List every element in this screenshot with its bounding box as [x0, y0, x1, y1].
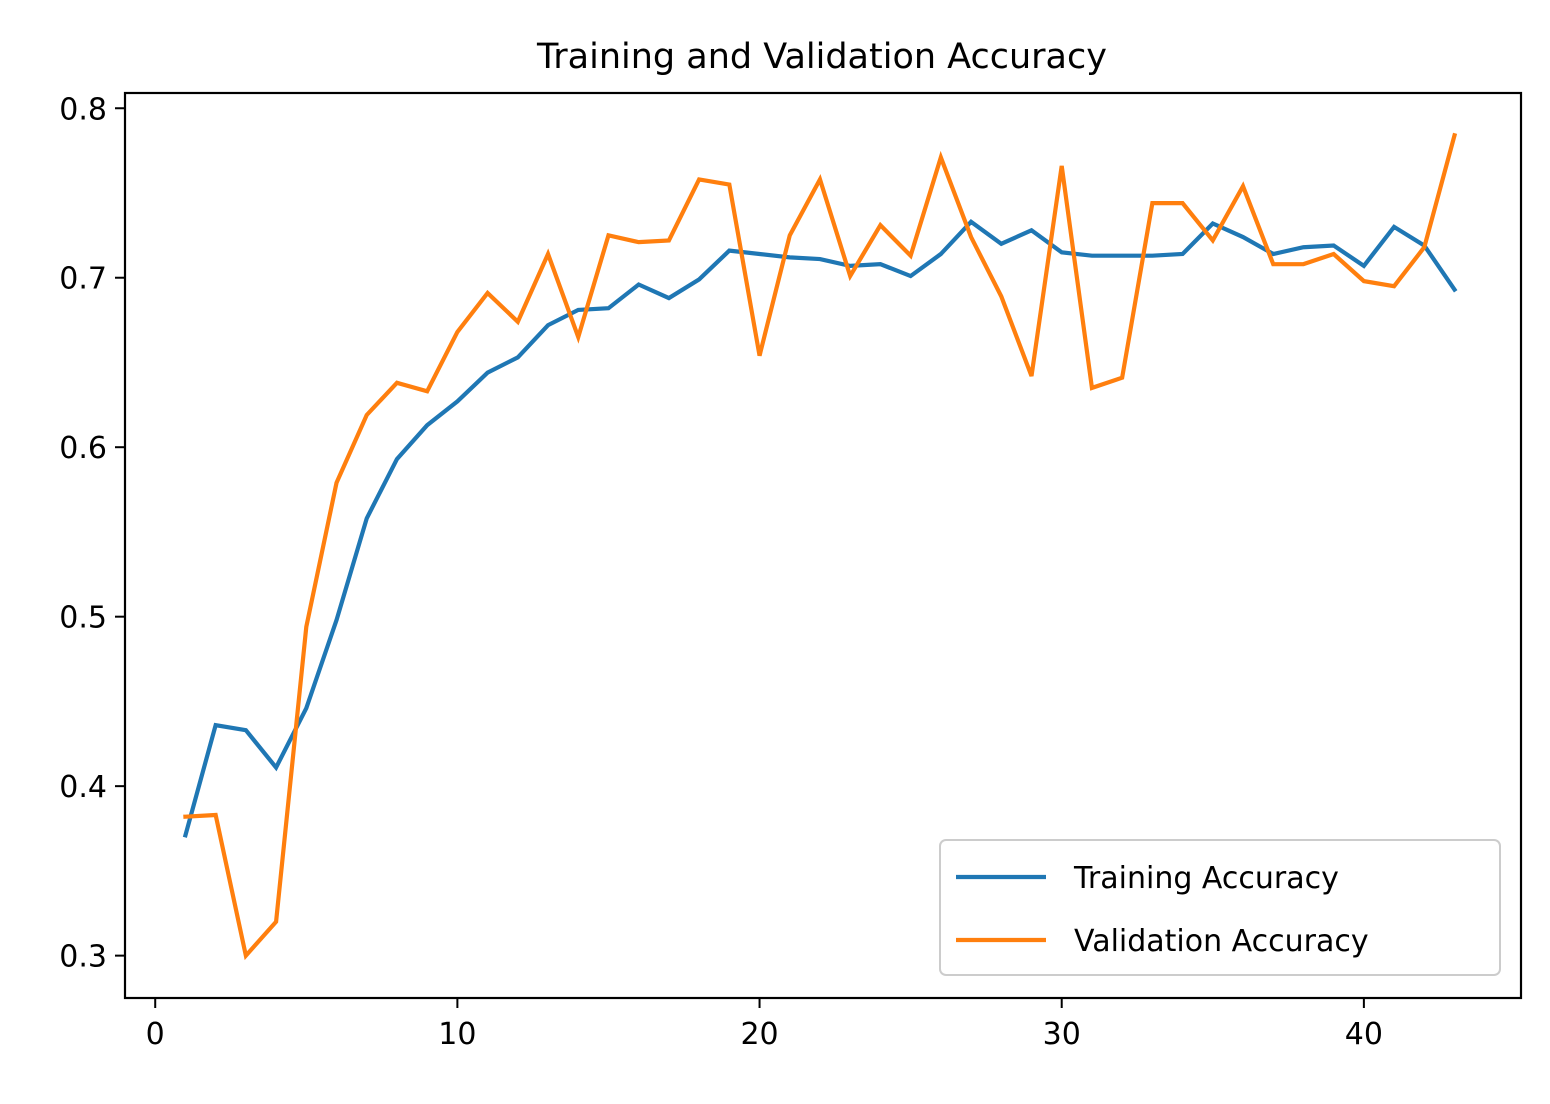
legend-label: Training Accuracy — [1073, 861, 1339, 896]
series-line-training — [182, 219, 1458, 838]
x-tick-label: 10 — [438, 1017, 476, 1052]
y-tick-label: 0.4 — [59, 770, 107, 805]
x-tick-label: 30 — [1043, 1017, 1081, 1052]
legend: Training Accuracy Validation Accuracy — [939, 839, 1501, 976]
x-tick-label: 20 — [740, 1017, 778, 1052]
axes: 0 10 20 30 40 0.3 0.4 0.5 0.6 0.7 0.8 — [59, 91, 1523, 1052]
y-tick-label: 0.7 — [59, 262, 107, 297]
x-tick-label: 0 — [146, 1017, 165, 1052]
y-tick-label: 0.6 — [59, 431, 107, 466]
y-tick-label: 0.5 — [59, 601, 107, 636]
series-line-validation — [183, 132, 1458, 961]
legend-label: Validation Accuracy — [1074, 924, 1369, 959]
axes-frame — [123, 91, 1523, 1000]
legend-box — [939, 839, 1501, 976]
chart-title: Training and Validation Accuracy — [536, 37, 1107, 77]
y-tick-label: 0.3 — [59, 940, 107, 975]
y-tick-label: 0.8 — [59, 92, 107, 127]
x-tick-label: 40 — [1345, 1017, 1383, 1052]
plot-area — [182, 132, 1458, 961]
